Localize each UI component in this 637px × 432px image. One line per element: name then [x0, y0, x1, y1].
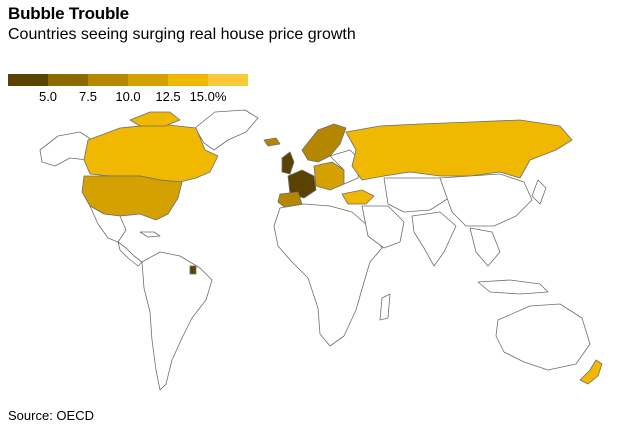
- region-india: [411, 211, 457, 267]
- region-uk: [281, 151, 295, 175]
- legend-tick-label: 10.0: [115, 89, 141, 104]
- region-turkey: [341, 189, 375, 205]
- region-south-america: [141, 251, 213, 391]
- region-southeast-asia: [469, 227, 501, 267]
- region-russia: [345, 119, 573, 181]
- page-subtitle: Countries seeing surging real house pric…: [8, 26, 356, 43]
- region-canada-islands: [129, 111, 181, 127]
- source-note: Source: OECD: [8, 408, 94, 423]
- legend-swatch-6: [208, 74, 248, 86]
- legend-tick-label: 15.0%: [189, 89, 227, 104]
- legend-swatch-5: [168, 74, 208, 86]
- legend-swatch-4: [128, 74, 168, 86]
- region-china: [439, 173, 533, 227]
- region-madagascar: [379, 293, 391, 321]
- region-cuba: [139, 231, 161, 238]
- region-central-europe: [313, 161, 345, 191]
- region-canada: [83, 123, 219, 183]
- region-middle-east: [361, 205, 405, 249]
- region-new-zealand: [579, 359, 603, 385]
- legend-tick-label: 7.5: [78, 89, 98, 104]
- region-mexico: [89, 205, 127, 243]
- region-french-guiana: [189, 265, 197, 275]
- world-map: [39, 109, 603, 391]
- region-scandinavia: [301, 123, 347, 163]
- legend-labels: 5.0 7.5 10.0 12.5 15.0%: [8, 89, 248, 105]
- region-japan: [531, 179, 547, 205]
- legend: 5.0 7.5 10.0 12.5 15.0%: [8, 74, 248, 105]
- region-iceland: [263, 137, 281, 147]
- legend-swatch-1: [8, 74, 48, 86]
- region-central-america: [117, 241, 143, 267]
- legend-swatch-2: [48, 74, 88, 86]
- legend-swatch-3: [88, 74, 128, 86]
- legend-swatches: [8, 74, 248, 86]
- page-title: Bubble Trouble: [8, 4, 129, 23]
- region-australia: [495, 303, 591, 371]
- region-greenland: [194, 109, 259, 151]
- region-africa: [273, 203, 383, 347]
- legend-tick-label: 12.5: [155, 89, 181, 104]
- region-indonesia: [477, 279, 549, 295]
- region-eastern-europe: [329, 149, 361, 185]
- legend-tick-label: 5.0: [38, 89, 58, 104]
